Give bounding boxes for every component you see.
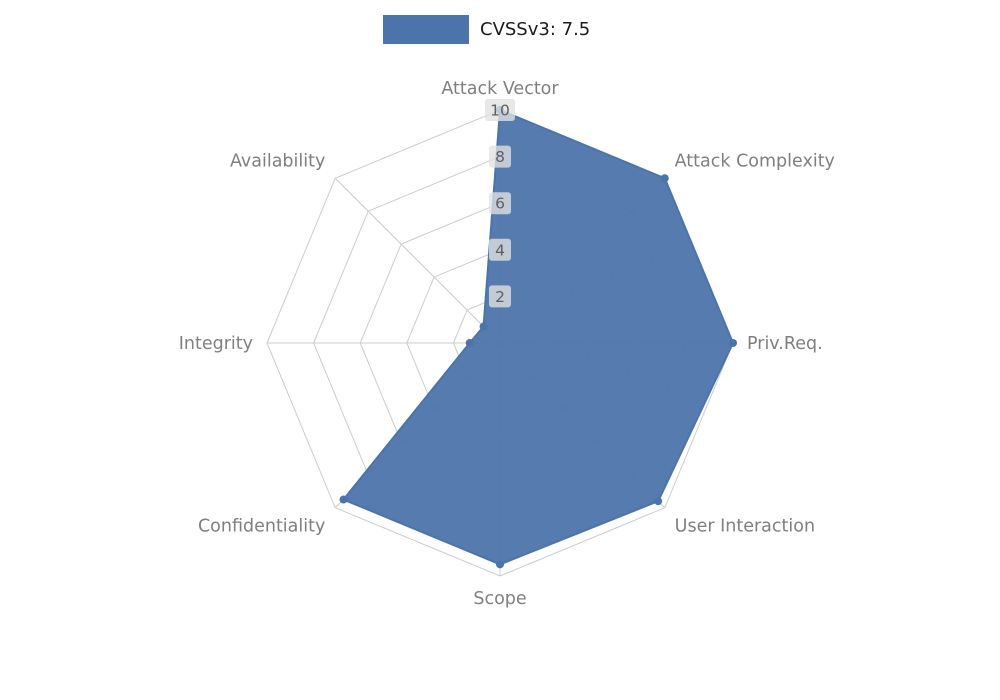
ring-tick-label: 4 xyxy=(495,241,505,259)
axis-label: Integrity xyxy=(179,334,253,354)
ring-tick-bg xyxy=(489,285,511,308)
chart-legend: CVSSv3: 7.5 xyxy=(383,15,590,44)
radar-vertex-dot xyxy=(465,339,474,347)
legend-label: CVSSv3: 7.5 xyxy=(480,19,591,40)
axis-label: Attack Complexity xyxy=(675,151,835,171)
grid-spoke xyxy=(334,177,501,344)
radar-vertex-dot xyxy=(496,560,504,569)
ring-tick-label: 2 xyxy=(495,288,505,306)
axis-label: Availability xyxy=(230,151,325,171)
radar-vertex-dot xyxy=(729,339,737,347)
ring-tick-label: 8 xyxy=(495,148,505,166)
ring-tick-bg xyxy=(485,99,515,121)
axis-label: User Interaction xyxy=(675,517,815,537)
radar-vertex-dot xyxy=(339,495,348,504)
ring-tick-label: 6 xyxy=(495,195,505,213)
axis-label: Priv.Req. xyxy=(747,334,823,354)
axis-label: Scope xyxy=(473,589,526,609)
ring-tick-bg xyxy=(489,145,511,168)
radar-series-polygon xyxy=(342,109,734,566)
axis-label: Confidentiality xyxy=(198,517,325,537)
axis-label: Attack Vector xyxy=(441,79,559,99)
ring-tick-label: 10 xyxy=(490,102,510,120)
legend-swatch xyxy=(383,15,469,44)
radar-vertex-dot xyxy=(479,322,488,331)
ring-tick-bg xyxy=(489,238,511,261)
radar-vertex-dot xyxy=(660,174,669,183)
ring-tick-bg xyxy=(489,192,511,215)
radar-vertex-dot xyxy=(654,497,663,506)
